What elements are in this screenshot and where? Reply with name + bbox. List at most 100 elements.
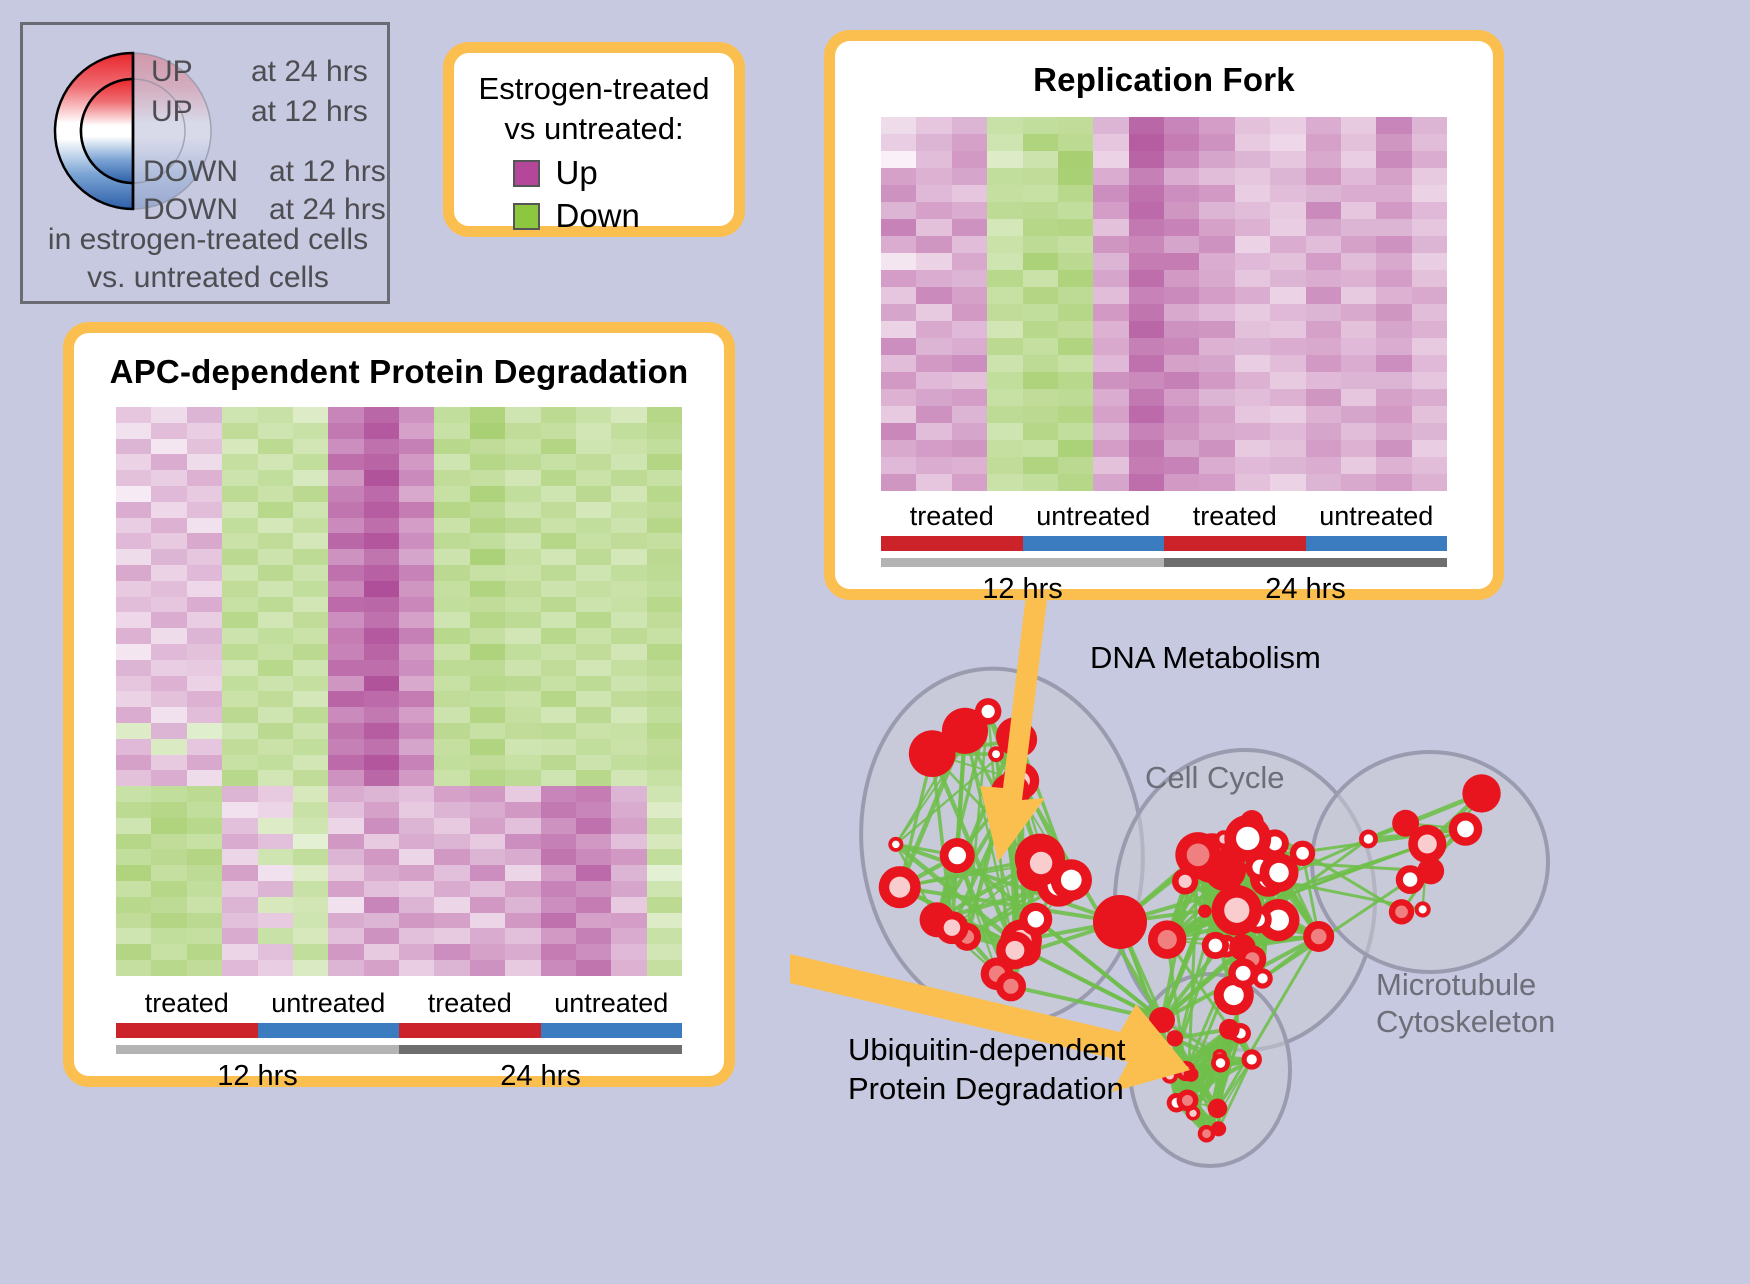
heatmap-cell <box>1235 389 1270 406</box>
heatmap-cell <box>611 881 646 897</box>
heatmap-cell <box>187 881 222 897</box>
heatmap-cell <box>1058 134 1093 151</box>
heatmap-cell <box>881 338 916 355</box>
heatmap-cell <box>881 117 916 134</box>
heatmap-cell <box>1164 304 1199 321</box>
heatmap-cell <box>364 407 399 423</box>
heatmap-cell <box>541 802 576 818</box>
heatmap-cell <box>1199 117 1234 134</box>
network-svg <box>790 600 1750 1279</box>
heatmap-cell <box>1093 474 1128 491</box>
heatmap-cell <box>576 723 611 739</box>
heatmap-cell <box>647 644 682 660</box>
heatmap-cell <box>611 470 646 486</box>
heatmap-cell <box>187 660 222 676</box>
heatmap-cell <box>952 287 987 304</box>
network-node <box>1219 1019 1240 1040</box>
heatmap-cell <box>1023 423 1058 440</box>
heatmap-cell <box>647 628 682 644</box>
heatmap-cell <box>1376 338 1411 355</box>
heatmap-cell <box>541 581 576 597</box>
heatmap-cell <box>434 739 469 755</box>
heatmap-cell <box>258 549 293 565</box>
network-node-core <box>1006 941 1025 960</box>
heatmap-cell <box>1093 134 1128 151</box>
heatmap-cell <box>187 407 222 423</box>
heatmap-cell <box>576 849 611 865</box>
heatmap-cell <box>647 533 682 549</box>
heatmap-cell <box>1199 219 1234 236</box>
heatmap-cell <box>505 881 540 897</box>
heatmap-cell <box>399 597 434 613</box>
heatmap-cell <box>1270 321 1305 338</box>
heatmap-cell <box>222 644 257 660</box>
heatmap-cell <box>647 454 682 470</box>
heatmap-cell <box>1376 219 1411 236</box>
heatmap-cell <box>987 270 1022 287</box>
heatmap-cell <box>987 236 1022 253</box>
heatmap-cell <box>470 818 505 834</box>
heatmap-cell <box>328 834 363 850</box>
legend-title-line2: vs untreated: <box>454 109 734 149</box>
heatmap-cell <box>116 502 151 518</box>
heatmap-cell <box>364 802 399 818</box>
heatmap-cell <box>328 565 363 581</box>
heatmap-cell <box>611 581 646 597</box>
heatmap-cell <box>952 423 987 440</box>
group-label: treated <box>881 501 1023 532</box>
heatmap-cell <box>258 628 293 644</box>
heatmap-cell <box>1129 219 1164 236</box>
treatment-bar-segment-untreated <box>1023 536 1165 551</box>
heatmap-cell <box>399 676 434 692</box>
heatmap-cell <box>987 474 1022 491</box>
estrogen-legend-panel: Estrogen-treated vs untreated: Up Down <box>443 42 745 237</box>
heatmap-cell <box>1164 219 1199 236</box>
heatmap-cell <box>1270 134 1305 151</box>
heatmap-cell <box>1376 202 1411 219</box>
heatmap-cell <box>293 897 328 913</box>
heatmap-cell <box>881 202 916 219</box>
heatmap-cell <box>116 723 151 739</box>
heatmap-cell <box>258 913 293 929</box>
heatmap-cell <box>434 755 469 771</box>
heatmap-cell <box>151 439 186 455</box>
treatment-bar-segment-treated <box>1164 536 1306 551</box>
heatmap-cell <box>470 928 505 944</box>
heatmap-cell <box>187 944 222 960</box>
heatmap-cell <box>258 897 293 913</box>
heatmap-cell <box>222 960 257 976</box>
heatmap-cell <box>434 612 469 628</box>
heatmap-cell <box>116 454 151 470</box>
heatmap-cell <box>1058 168 1093 185</box>
heatmap-cell <box>187 897 222 913</box>
heatmap-cell <box>293 944 328 960</box>
heatmap-cell <box>222 660 257 676</box>
heatmap-cell <box>399 423 434 439</box>
heatmap-cell <box>1164 389 1199 406</box>
heatmap-cell <box>1093 457 1128 474</box>
heatmap-cell <box>1199 151 1234 168</box>
heatmap-cell <box>293 802 328 818</box>
heatmap-cell <box>1341 389 1376 406</box>
heatmap-cell <box>1129 355 1164 372</box>
legend-title: Estrogen-treated vs untreated: <box>454 53 734 149</box>
heatmap-cell <box>611 739 646 755</box>
heatmap-cell <box>1412 423 1447 440</box>
heatmap-cell <box>611 865 646 881</box>
heatmap-cell <box>364 928 399 944</box>
heatmap-cell <box>576 944 611 960</box>
heatmap-cell <box>987 440 1022 457</box>
heatmap-cell <box>470 581 505 597</box>
heatmap-cell <box>1164 372 1199 389</box>
network-node-core <box>1311 929 1327 945</box>
heatmap-cell <box>1376 457 1411 474</box>
heatmap-cell <box>116 518 151 534</box>
heatmap-cell <box>952 151 987 168</box>
heatmap-cell <box>187 755 222 771</box>
heatmap-cell <box>1235 423 1270 440</box>
heatmap-cell <box>328 676 363 692</box>
heatmap-cell <box>541 707 576 723</box>
treatment-bar-segment-untreated <box>258 1023 400 1038</box>
heatmap-cell <box>399 533 434 549</box>
heatmap-cell <box>611 518 646 534</box>
